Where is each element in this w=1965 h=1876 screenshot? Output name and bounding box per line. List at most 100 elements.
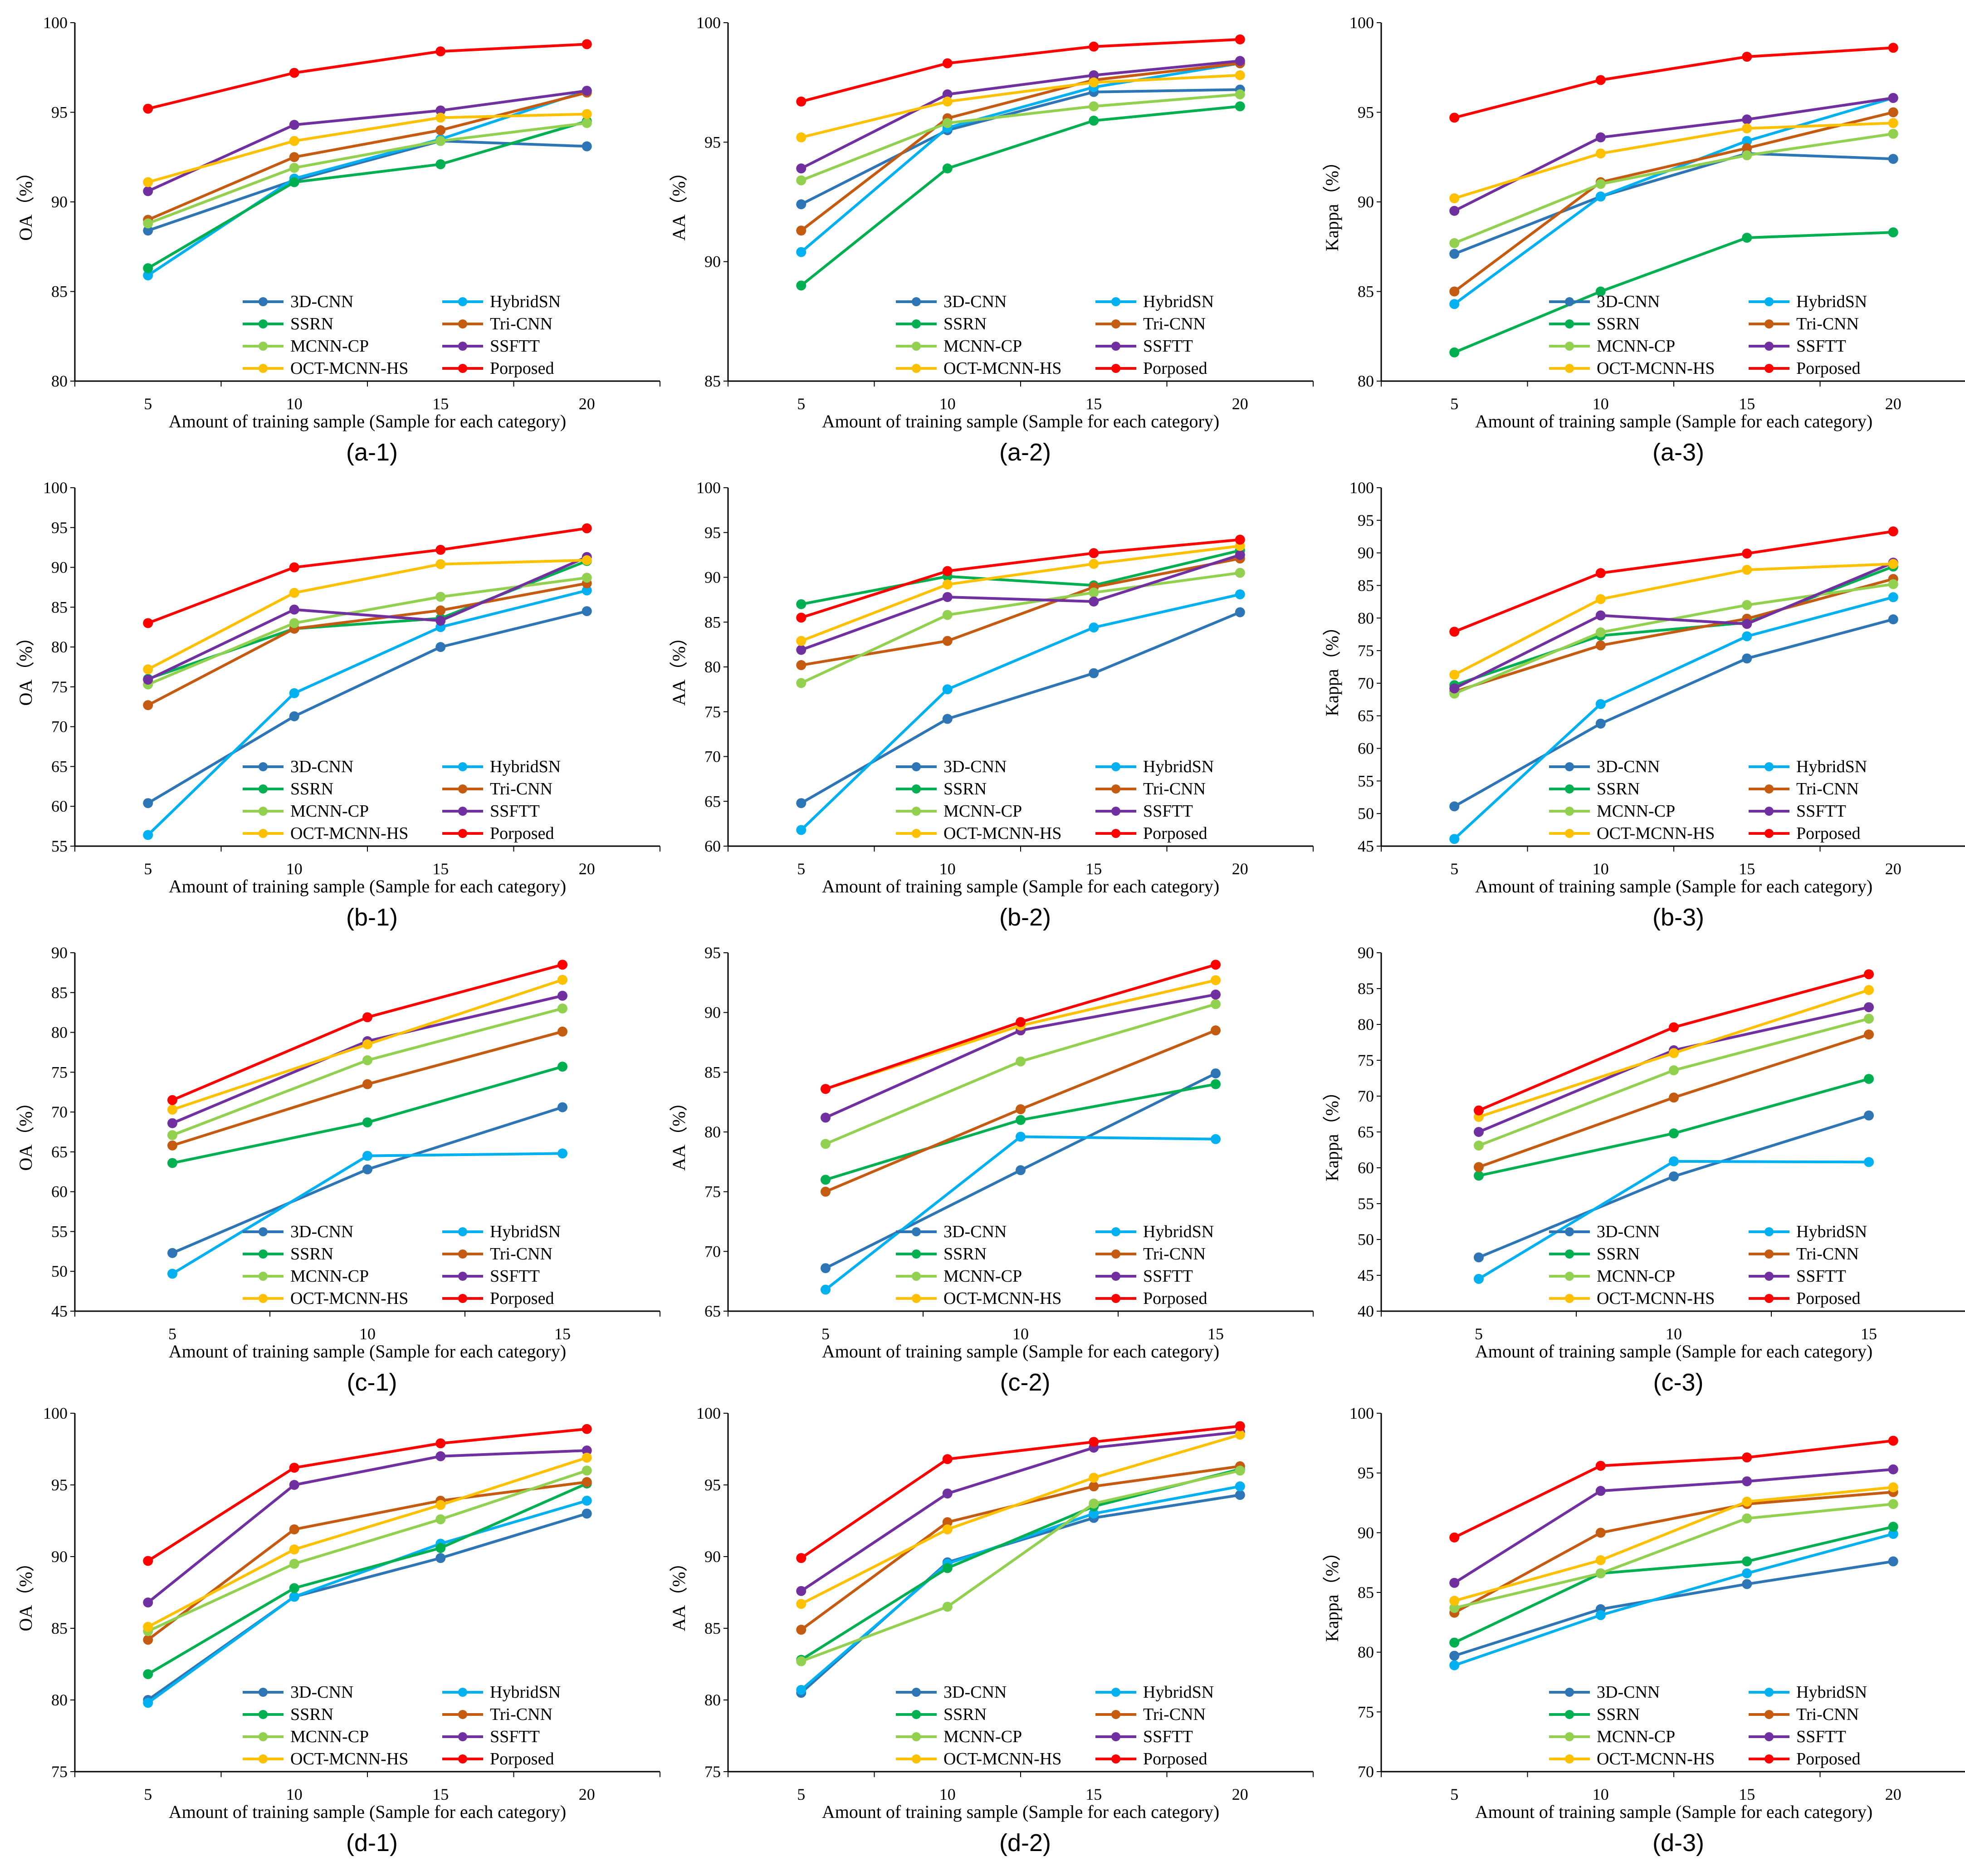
legend-label: Tri-CNN bbox=[1143, 1705, 1206, 1724]
y-tick-label: 85 bbox=[51, 984, 68, 1002]
data-point bbox=[1595, 627, 1606, 637]
legend-label: OCT-MCNN-HS bbox=[943, 359, 1061, 378]
data-point bbox=[1864, 985, 1874, 995]
data-point bbox=[796, 1625, 807, 1635]
legend-label: 3D-CNN bbox=[943, 757, 1007, 776]
legend-marker bbox=[458, 342, 467, 351]
series-HybridSN bbox=[1449, 592, 1898, 844]
series-line bbox=[147, 1469, 587, 1633]
legend-label: Porposed bbox=[490, 1749, 554, 1768]
data-point bbox=[557, 975, 567, 985]
data-point bbox=[289, 588, 299, 598]
data-point bbox=[557, 1003, 567, 1014]
series-line bbox=[801, 544, 1241, 642]
legend-marker bbox=[1765, 319, 1774, 328]
x-tick-label: 5 bbox=[144, 1785, 152, 1803]
data-point bbox=[362, 1117, 372, 1127]
data-point bbox=[796, 247, 807, 257]
legend-label: OCT-MCNN-HS bbox=[1597, 1289, 1715, 1308]
series-line bbox=[1453, 96, 1894, 212]
legend-marker bbox=[259, 364, 268, 373]
y-tick-label: 90 bbox=[51, 944, 68, 962]
data-point bbox=[942, 163, 953, 174]
data-point bbox=[1016, 1017, 1026, 1027]
data-point bbox=[1888, 1528, 1898, 1539]
chart-d-2: 75 80 85 90 95 100 5 10 15 20 Amount of training s… bbox=[669, 1404, 1314, 1856]
data-point bbox=[1742, 1476, 1752, 1487]
data-point bbox=[1089, 1481, 1099, 1492]
data-point bbox=[1595, 1568, 1606, 1578]
series-line bbox=[171, 1007, 563, 1136]
data-point bbox=[1449, 1603, 1460, 1613]
y-tick-label: 100 bbox=[1349, 14, 1374, 32]
data-point bbox=[362, 1039, 372, 1049]
data-point bbox=[1211, 1068, 1221, 1078]
x-tick-label: 5 bbox=[144, 860, 152, 878]
data-point bbox=[167, 1269, 177, 1279]
legend-marker bbox=[912, 829, 921, 838]
data-point bbox=[1235, 56, 1245, 66]
legend-marker bbox=[1565, 342, 1574, 351]
x-axis-label: Amount of training sample (Sample for ea… bbox=[169, 1341, 566, 1362]
x-tick-label: 10 bbox=[359, 1325, 376, 1343]
legend-label: OCT-MCNN-HS bbox=[943, 1289, 1061, 1308]
data-point bbox=[796, 132, 807, 142]
legend-label: Porposed bbox=[490, 359, 554, 378]
y-tick-label: 100 bbox=[1349, 1404, 1374, 1422]
x-tick-label: 20 bbox=[1232, 860, 1248, 878]
series-line bbox=[1454, 152, 1893, 255]
data-point bbox=[435, 1500, 446, 1510]
data-point bbox=[1888, 128, 1898, 139]
series-Porposed bbox=[796, 34, 1245, 107]
y-tick-label: 75 bbox=[51, 678, 68, 696]
series-HybridSN bbox=[796, 589, 1245, 835]
data-point bbox=[362, 1151, 372, 1161]
y-tick-label: 60 bbox=[51, 797, 68, 815]
data-point bbox=[1595, 286, 1606, 297]
data-point bbox=[1888, 579, 1898, 589]
y-tick-label: 65 bbox=[1358, 707, 1374, 725]
series-MCNN-CP bbox=[1449, 128, 1898, 248]
data-point bbox=[1595, 568, 1606, 578]
series-MCNN-CP bbox=[143, 118, 592, 229]
series-SSFTT bbox=[1449, 1464, 1898, 1588]
series-line bbox=[147, 610, 587, 804]
series-line bbox=[1454, 1560, 1894, 1657]
data-point bbox=[1595, 179, 1606, 189]
x-tick-label: 15 bbox=[1085, 1785, 1102, 1803]
y-tick-label: 75 bbox=[51, 1763, 68, 1781]
legend-marker bbox=[1111, 364, 1120, 373]
series-Porposed bbox=[821, 960, 1221, 1094]
legend-label: OCT-MCNN-HS bbox=[290, 1749, 408, 1768]
data-point bbox=[582, 141, 592, 152]
legend-label: OCT-MCNN-HS bbox=[943, 1749, 1061, 1768]
x-tick-label: 15 bbox=[432, 395, 449, 413]
series-line bbox=[1453, 1468, 1893, 1584]
series-line bbox=[1454, 231, 1893, 354]
x-tick-label: 20 bbox=[1885, 395, 1901, 413]
panel-caption: (d-3) bbox=[1652, 1829, 1704, 1856]
legend-marker bbox=[259, 1294, 268, 1303]
data-point bbox=[289, 1583, 299, 1593]
panel-caption: (c-3) bbox=[1653, 1369, 1704, 1396]
data-point bbox=[1888, 526, 1898, 537]
series-line bbox=[800, 1485, 1241, 1691]
legend-marker bbox=[1111, 1710, 1120, 1719]
data-point bbox=[796, 1553, 807, 1563]
data-point bbox=[821, 1186, 831, 1197]
data-point bbox=[143, 186, 153, 196]
legend-label: Porposed bbox=[1143, 824, 1207, 843]
legend-marker bbox=[1565, 829, 1574, 838]
legend-label: 3D-CNN bbox=[290, 1683, 353, 1702]
series-line bbox=[800, 88, 1240, 206]
y-tick-label: 90 bbox=[51, 193, 68, 211]
y-tick-label: 70 bbox=[704, 1242, 721, 1260]
data-point bbox=[582, 1495, 592, 1506]
y-tick-label: 80 bbox=[51, 372, 68, 390]
data-point bbox=[435, 1553, 446, 1563]
legend-marker bbox=[458, 807, 467, 816]
legend-label: 3D-CNN bbox=[290, 1222, 353, 1241]
x-axis-label: Amount of training sample (Sample for ea… bbox=[822, 1341, 1219, 1362]
y-tick-label: 80 bbox=[51, 1024, 68, 1042]
x-tick-label: 10 bbox=[286, 860, 303, 878]
